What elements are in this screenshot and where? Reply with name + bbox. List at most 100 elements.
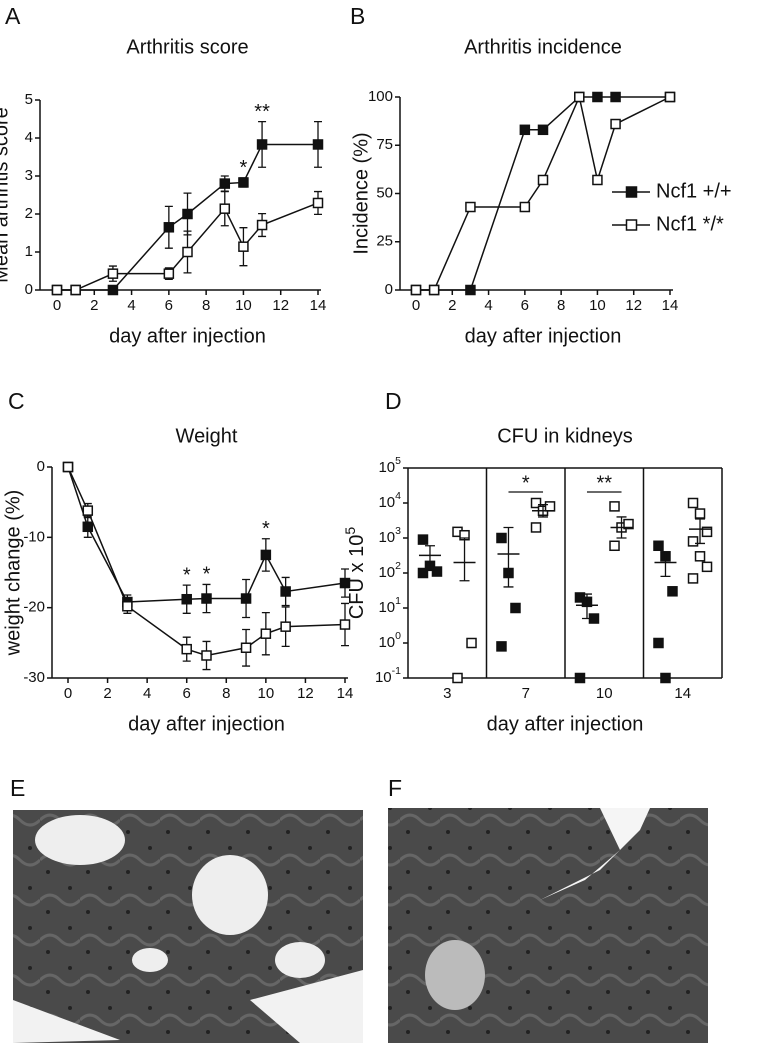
series-line xyxy=(67,466,346,657)
y-tick-label: 0 xyxy=(25,281,33,298)
x-tick-label: 8 xyxy=(222,685,230,702)
x-tick-label: 4 xyxy=(127,297,135,314)
panel-label: D xyxy=(385,388,402,414)
y-tick-label: 2 xyxy=(25,205,33,222)
image-e: E xyxy=(10,775,363,1043)
x-axis-label: day after injection xyxy=(487,713,644,735)
marker xyxy=(182,208,193,220)
error-bar xyxy=(424,545,435,571)
y-tick-label: -10 xyxy=(23,528,45,545)
annotation: ** xyxy=(254,101,270,123)
y-tick-label: 4 xyxy=(25,129,33,146)
y-tick-label: -20 xyxy=(23,599,45,616)
x-tick-label: 4 xyxy=(484,297,492,314)
marker xyxy=(466,637,477,649)
marker xyxy=(280,621,291,632)
annotation: * xyxy=(183,564,191,586)
marker xyxy=(181,643,192,655)
error-bar xyxy=(581,593,592,620)
marker xyxy=(339,577,351,589)
error-bar xyxy=(660,551,671,578)
marker xyxy=(240,642,252,654)
x-tick-label: 14 xyxy=(337,685,354,702)
marker xyxy=(701,526,713,538)
y-tick-label: 75 xyxy=(376,136,393,153)
marker xyxy=(280,586,291,597)
marker xyxy=(687,536,699,547)
x-tick-label: 14 xyxy=(310,297,327,314)
marker xyxy=(592,91,603,103)
x-axis-label: day after injection xyxy=(128,713,285,735)
marker xyxy=(694,551,706,562)
marker xyxy=(574,672,586,684)
x-axis-label: day after injection xyxy=(465,325,622,347)
panel-label: E xyxy=(10,775,25,801)
error-bar xyxy=(459,537,470,582)
marker xyxy=(623,518,634,530)
x-tick-label: 8 xyxy=(557,297,565,314)
annotation: * xyxy=(262,518,270,540)
marker xyxy=(530,522,542,533)
marker xyxy=(256,219,268,231)
marker xyxy=(417,567,429,579)
marker xyxy=(417,534,429,545)
marker xyxy=(519,201,531,213)
x-tick-label: 10 xyxy=(235,297,252,314)
chart: B Arthritis incidence day after injection I… xyxy=(350,3,732,347)
chart-title: Arthritis incidence xyxy=(464,36,622,58)
x-tick-label: 0 xyxy=(412,297,420,314)
y-tick-label: 102 xyxy=(378,560,401,581)
x-tick-label: 6 xyxy=(183,685,191,702)
x-tick-label: 12 xyxy=(625,297,642,314)
annotation: * xyxy=(203,564,211,586)
marker xyxy=(653,540,664,552)
marker xyxy=(530,497,542,509)
marker xyxy=(592,174,603,186)
chart-title: Weight xyxy=(176,425,238,447)
marker xyxy=(201,650,212,661)
y-tick-label: 105 xyxy=(378,455,401,476)
y-tick-label: 0 xyxy=(385,281,393,298)
marker xyxy=(201,593,212,604)
marker xyxy=(694,508,706,519)
marker xyxy=(240,593,252,604)
marker xyxy=(496,641,507,652)
marker xyxy=(238,177,249,188)
marker xyxy=(519,124,531,136)
chart-title: CFU in kidneys xyxy=(497,425,633,447)
marker xyxy=(574,91,585,103)
x-tick-label: 2 xyxy=(448,297,456,314)
marker xyxy=(428,284,440,296)
x-tick-label: 2 xyxy=(103,685,111,702)
marker xyxy=(687,497,699,509)
panel-label: C xyxy=(8,388,25,414)
marker xyxy=(687,573,699,584)
y-tick-label: 103 xyxy=(378,525,401,546)
marker xyxy=(660,672,671,684)
x-axis-label: day after injection xyxy=(109,325,266,347)
y-tick-label: 5 xyxy=(25,91,33,108)
marker xyxy=(431,566,443,577)
y-axis-label: Mean arthritis score xyxy=(0,107,12,283)
x-tick-label: 4 xyxy=(143,685,151,702)
error-bar xyxy=(503,526,514,588)
marker xyxy=(219,203,231,214)
marker xyxy=(70,284,81,296)
marker xyxy=(260,549,272,561)
y-tick-label: 25 xyxy=(376,233,393,250)
y-tick-label: 50 xyxy=(376,184,393,201)
legend-label: Ncf1 */* xyxy=(656,213,724,235)
marker xyxy=(610,118,621,130)
y-tick-label: 0 xyxy=(37,458,45,475)
panel-label: F xyxy=(388,775,402,801)
marker xyxy=(51,284,63,296)
marker xyxy=(537,124,549,136)
marker xyxy=(410,284,422,296)
marker xyxy=(181,593,192,605)
x-tick-label: 14 xyxy=(662,297,679,314)
x-tick-label: 14 xyxy=(674,685,691,702)
marker xyxy=(82,521,94,533)
chart: A Arthritis score day after injection Mean … xyxy=(0,3,326,347)
error-bar xyxy=(616,516,627,539)
